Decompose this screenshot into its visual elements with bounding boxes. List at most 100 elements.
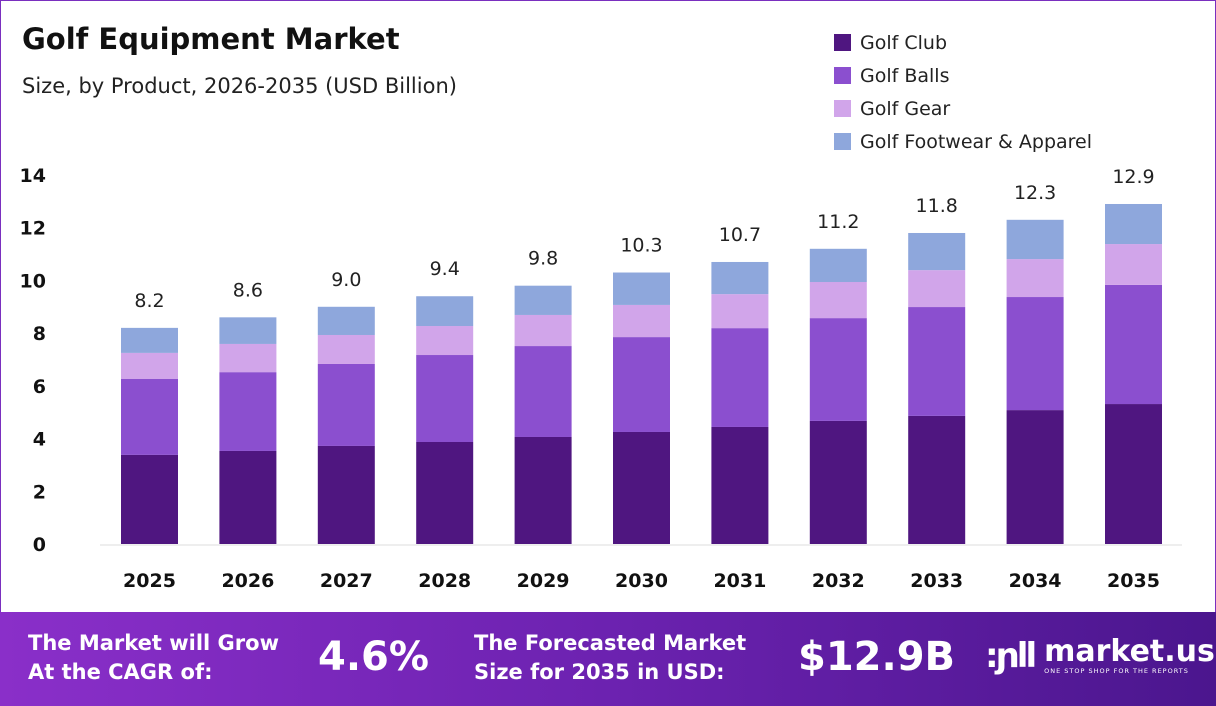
legend-item: Golf Club [834, 26, 1092, 59]
total-label: 8.2 [134, 290, 164, 312]
total-label: 8.6 [233, 279, 263, 301]
bar-segment-golf-gear [908, 270, 966, 308]
bar-segment-golf-gear [121, 352, 178, 380]
forecast-label-line1: The Forecasted Market [474, 631, 747, 655]
bar-segment-golf-balls [908, 307, 966, 416]
y-tick-label: 14 [20, 165, 46, 187]
y-tick-label: 8 [33, 323, 46, 345]
bar-segment-golf-gear [809, 282, 867, 319]
bar-segment-golf-balls [711, 328, 769, 427]
forecast-label: The Forecasted Market Size for 2035 in U… [474, 629, 746, 687]
legend-swatch [834, 34, 851, 51]
total-label: 9.8 [528, 248, 558, 270]
bar-segment-golf-club [416, 441, 474, 544]
bar-segment-golf-balls [121, 379, 178, 455]
bar-segment-golf-gear [1006, 259, 1064, 298]
bar-segment-golf-footwear-apparel [908, 232, 966, 271]
legend-label: Golf Balls [860, 64, 950, 87]
bar-segment-golf-gear [514, 314, 572, 347]
y-tick-label: 12 [20, 218, 46, 240]
bar-segment-golf-footwear-apparel [1105, 203, 1162, 245]
total-label: 9.4 [430, 258, 460, 280]
x-tick-label: 2029 [517, 570, 570, 592]
x-tick-label: 2028 [418, 570, 471, 592]
bar-segment-golf-club [317, 445, 375, 544]
bar-segment-golf-gear [416, 326, 474, 356]
bar-segment-golf-club [908, 415, 966, 544]
bar-segment-golf-club [613, 431, 670, 544]
x-tick-label: 2030 [615, 570, 668, 592]
bar-segment-golf-club [219, 450, 277, 544]
x-tick-label: 2035 [1107, 570, 1160, 592]
cagr-label: The Market will Grow At the CAGR of: [28, 629, 279, 687]
bar-segment-golf-footwear-apparel [416, 296, 474, 327]
y-tick-label: 4 [33, 429, 46, 451]
legend-swatch [834, 67, 851, 84]
x-tick-label: 2034 [1009, 570, 1062, 592]
y-tick-label: 10 [20, 270, 46, 292]
legend-swatch [834, 100, 851, 117]
cagr-label-line2: At the CAGR of: [28, 660, 213, 684]
forecast-label-line2: Size for 2035 in USD: [474, 660, 725, 684]
total-label: 10.7 [719, 224, 761, 246]
x-tick-label: 2025 [123, 570, 176, 592]
bar-segment-golf-club [121, 454, 178, 544]
legend-item: Golf Balls [834, 59, 1092, 92]
bar-segment-golf-balls [1006, 297, 1064, 411]
bar-segment-golf-club [514, 436, 572, 544]
total-label: 12.9 [1112, 166, 1154, 188]
legend-label: Golf Gear [860, 97, 951, 120]
bar-segment-golf-gear [219, 343, 277, 373]
total-label: 12.3 [1014, 182, 1056, 204]
bar-segment-golf-footwear-apparel [711, 261, 769, 295]
bar-segment-golf-footwear-apparel [121, 327, 178, 353]
bar-segment-golf-footwear-apparel [317, 306, 375, 335]
total-label: 11.8 [916, 195, 958, 217]
forecast-value: $12.9B [798, 634, 956, 680]
legend-item: Golf Gear [834, 92, 1092, 125]
market-us-logo: :ɲll market.us ONE STOP SHOP FOR THE REP… [985, 636, 1215, 676]
x-tick-label: 2027 [320, 570, 373, 592]
legend: Golf Club Golf Balls Golf Gear Golf Footwea… [834, 26, 1092, 158]
y-tick-label: 6 [33, 376, 46, 398]
bar-segment-golf-balls [219, 372, 277, 451]
bar-segment-golf-balls [317, 363, 375, 446]
bar-segment-golf-balls [1105, 284, 1162, 405]
x-tick-label: 2026 [221, 570, 274, 592]
legend-label: Golf Footwear & Apparel [860, 130, 1093, 153]
legend-swatch [834, 133, 851, 150]
total-label: 9.0 [331, 269, 361, 291]
bar-segment-golf-footwear-apparel [809, 248, 867, 283]
chart-subtitle: Size, by Product, 2026-2035 (USD Billion… [22, 74, 457, 98]
legend-item: Golf Footwear & Apparel [834, 125, 1092, 158]
x-tick-label: 2031 [713, 570, 766, 592]
bar-segment-golf-club [1105, 404, 1162, 544]
bar-segment-golf-footwear-apparel [219, 317, 277, 344]
bar-segment-golf-balls [613, 337, 670, 432]
bar-segment-golf-club [809, 420, 867, 544]
logo-tagline: ONE STOP SHOP FOR THE REPORTS [1044, 667, 1189, 675]
bar-segment-golf-gear [613, 304, 670, 338]
bar-segment-golf-club [1006, 410, 1064, 544]
y-tick-label: 2 [33, 481, 46, 503]
cagr-value: 4.6% [318, 634, 429, 680]
bar-segment-golf-gear [1105, 244, 1162, 285]
bar-segment-golf-gear [711, 294, 769, 329]
total-label: 10.3 [620, 235, 662, 257]
logo-name: market.us [1044, 634, 1215, 669]
chart-title: Golf Equipment Market [22, 22, 400, 56]
footer-banner: The Market will Grow At the CAGR of: 4.6… [0, 612, 1216, 706]
cagr-label-line1: The Market will Grow [28, 631, 279, 655]
bar-segment-golf-club [711, 426, 769, 544]
bar-segment-golf-gear [317, 334, 375, 364]
bar-segment-golf-balls [416, 355, 474, 442]
logo-mark-icon: :ɲll [985, 636, 1037, 676]
bar-segment-golf-balls [514, 346, 572, 437]
y-tick-label: 0 [33, 534, 46, 556]
x-tick-label: 2033 [910, 570, 963, 592]
total-label: 11.2 [817, 211, 859, 233]
bar-segment-golf-balls [809, 318, 867, 421]
bar-segment-golf-footwear-apparel [613, 272, 670, 305]
stacked-bar-chart: 0 2 4 6 8 10 12 14 8.2 2025 8.6 2026 9.0 2027 9.4 2028 9… [20, 165, 1182, 592]
bar-segment-golf-footwear-apparel [514, 285, 572, 315]
